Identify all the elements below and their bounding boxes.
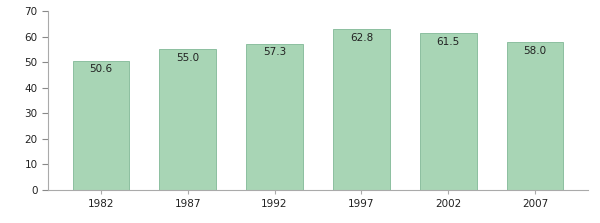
Text: 50.6: 50.6: [89, 64, 112, 74]
Text: 55.0: 55.0: [176, 53, 199, 63]
Text: 62.8: 62.8: [350, 33, 373, 43]
Bar: [333, 29, 389, 190]
Text: 61.5: 61.5: [437, 37, 460, 47]
Bar: [160, 49, 216, 190]
Bar: [507, 42, 563, 190]
Text: 58.0: 58.0: [524, 45, 547, 56]
Bar: [247, 43, 303, 190]
Text: 57.3: 57.3: [263, 47, 286, 57]
Bar: [420, 33, 476, 190]
Bar: [73, 61, 129, 190]
